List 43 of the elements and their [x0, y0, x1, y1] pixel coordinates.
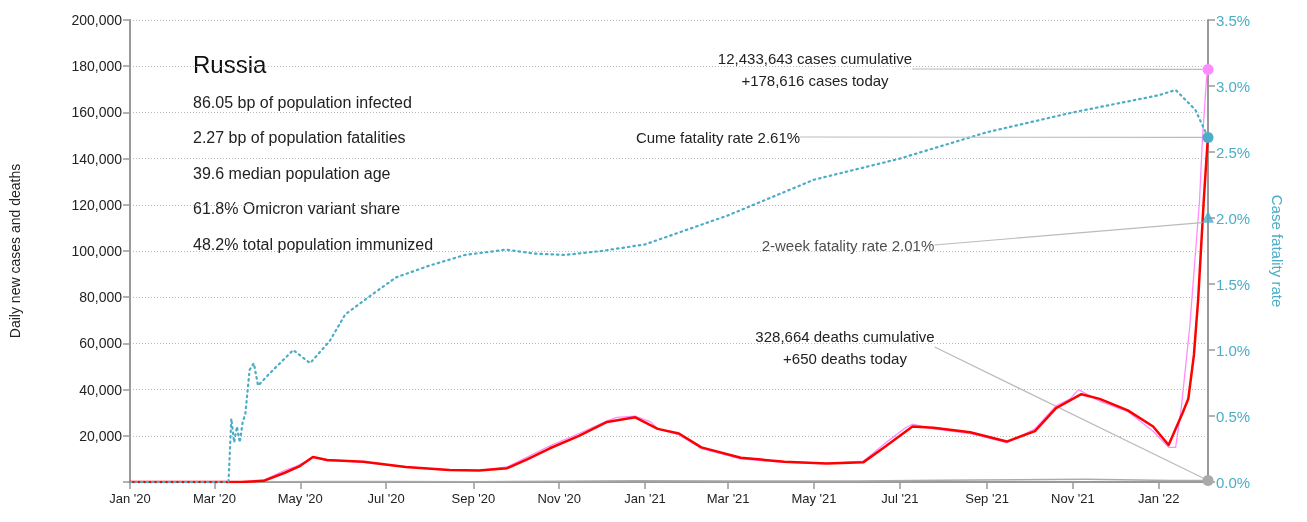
annotation: 2.27 bp of population fatalities: [193, 129, 406, 146]
y2-tick-label: 1.0%: [1216, 341, 1251, 359]
annotation: 61.8% Omicron variant share: [193, 200, 401, 217]
y-tick-label: 20,000: [79, 427, 123, 444]
annotation: 48.2% total population immunized: [193, 235, 434, 253]
data-label: 12,433,643 cases cumulative +178,616 cases today: [717, 49, 913, 89]
y2-tick-label: 3.5%: [1216, 11, 1251, 29]
y2-tick-label: 0.0%: [1216, 473, 1251, 491]
x-tick-label: Nov '21: [1051, 491, 1095, 506]
x-tick-label: May '20: [277, 491, 323, 506]
y-tick-label: 120,000: [71, 196, 123, 213]
y-tick-label: 200,000: [71, 12, 123, 28]
x-tick-label: Mar '20: [192, 491, 236, 506]
text: Russia: [193, 50, 268, 78]
x-tick-label: Jan '20: [109, 491, 151, 506]
y2-tick-label: 2.0%: [1216, 209, 1251, 227]
y-tick-label: 140,000: [71, 150, 123, 167]
x-tick-label: Jul '20: [367, 491, 405, 506]
y2-tick-label: 0.5%: [1216, 407, 1251, 425]
x-tick-label: Mar '21: [706, 491, 750, 506]
y2-tick-label: 2.5%: [1216, 143, 1251, 161]
y-tick-label: 60,000: [79, 335, 123, 352]
y-tick-label: 80,000: [79, 289, 123, 306]
data-label: Cume fatality rate 2.61%: [635, 128, 801, 146]
x-tick-label: May '21: [791, 491, 837, 506]
x-tick-label: Sep '21: [965, 491, 1009, 506]
x-tick-label: Sep '20: [451, 491, 496, 506]
x-tick-label: Nov '20: [537, 491, 582, 506]
annotation: 39.6 median population age: [193, 164, 391, 182]
annotation: 86.05 bp of population infected: [193, 93, 412, 111]
y-tick-label: 40,000: [79, 381, 123, 398]
y-tick-label: 160,000: [71, 104, 123, 121]
data-label: 2-week fatality rate 2.01%: [761, 236, 935, 254]
data-label: 328,664 deaths cumulative +650 deaths today: [755, 327, 935, 367]
y-tick-label: 180,000: [71, 58, 123, 75]
y-axis-title: Daily new cases and deaths: [7, 163, 23, 339]
y2-tick-label: 3.0%: [1216, 77, 1251, 95]
x-tick-label: Jan '22: [1137, 491, 1180, 506]
x-tick-label: Jan '21: [624, 491, 666, 506]
y2-axis-title: Case fatality rate: [1269, 194, 1286, 308]
y-tick-label: 100,000: [71, 243, 123, 259]
x-tick-label: Jul '21: [881, 491, 919, 506]
y2-tick-label: 1.5%: [1216, 275, 1251, 293]
